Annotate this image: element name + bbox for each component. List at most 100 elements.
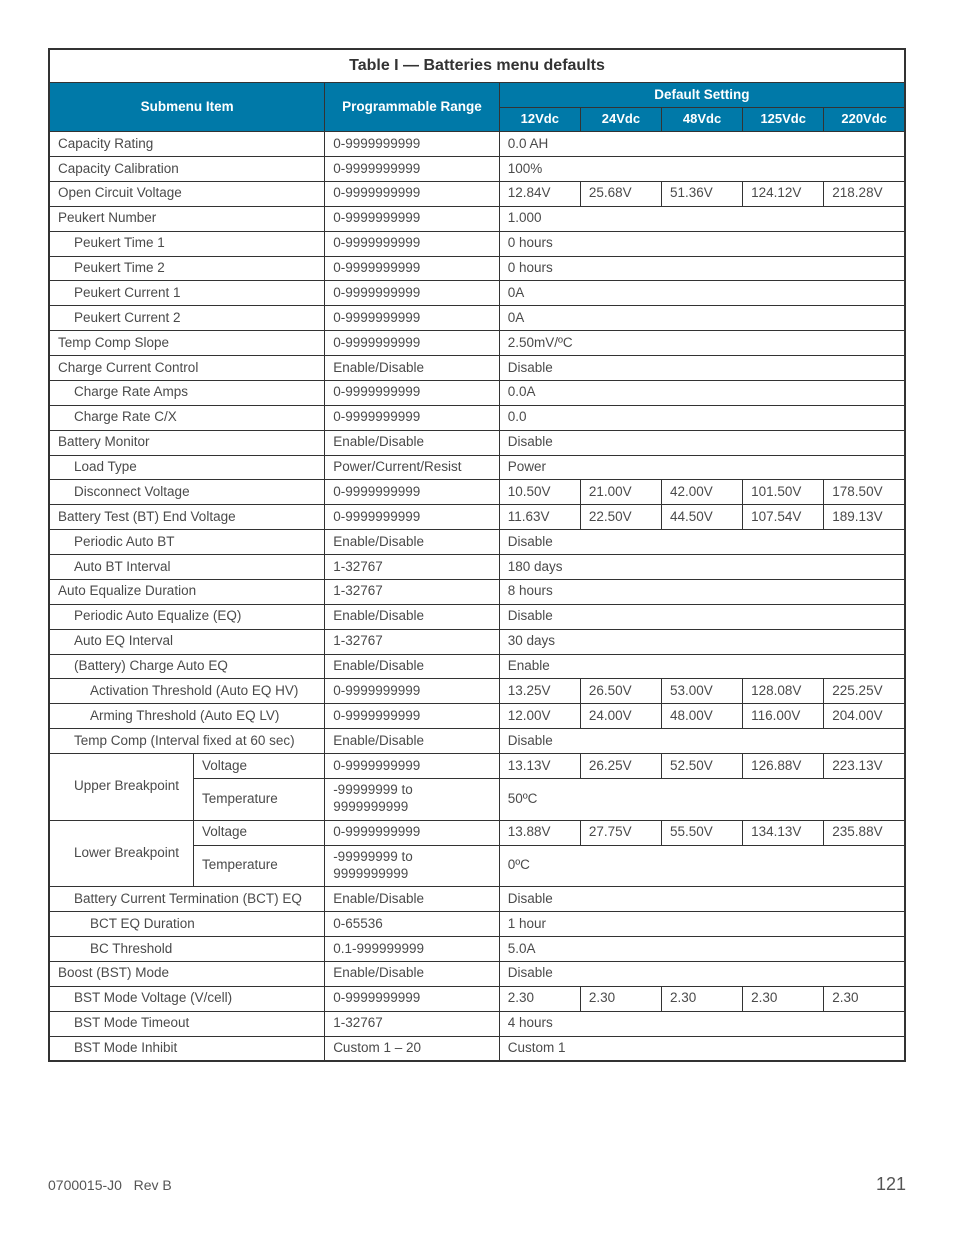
default-value: 26.50V <box>580 679 661 704</box>
header-range: Programmable Range <box>325 83 500 132</box>
table-row: Capacity Calibration0-9999999999100% <box>49 157 905 182</box>
header-220vdc: 220Vdc <box>824 107 905 131</box>
default-value: 223.13V <box>824 754 905 779</box>
submenu-item-label: Charge Rate Amps <box>49 380 325 405</box>
programmable-range: 0-9999999999 <box>325 754 500 779</box>
programmable-range: 0-9999999999 <box>325 157 500 182</box>
default-value: Disable <box>499 961 905 986</box>
default-value: 5.0A <box>499 937 905 962</box>
default-value: 2.50mV/ºC <box>499 331 905 356</box>
default-value: 100% <box>499 157 905 182</box>
submenu-item-label: Battery Monitor <box>49 430 325 455</box>
programmable-range: Enable/Disable <box>325 604 500 629</box>
programmable-range: 0-9999999999 <box>325 181 500 206</box>
default-value: 107.54V <box>743 505 824 530</box>
submenu-item-label: BST Mode Inhibit <box>49 1036 325 1061</box>
table-row: Auto BT Interval1-32767180 days <box>49 555 905 580</box>
submenu-item-label: Disconnect Voltage <box>49 480 325 505</box>
programmable-range: 1-32767 <box>325 579 500 604</box>
default-value: 10.50V <box>499 480 580 505</box>
rev: Rev B <box>134 1177 172 1193</box>
header-125vdc: 125Vdc <box>743 107 824 131</box>
default-value: 25.68V <box>580 181 661 206</box>
table-row: Auto EQ Interval1-3276730 days <box>49 629 905 654</box>
programmable-range: Enable/Disable <box>325 961 500 986</box>
table-row: Open Circuit Voltage0-999999999912.84V25… <box>49 181 905 206</box>
default-value: 1 hour <box>499 912 905 937</box>
default-value: 0.0A <box>499 380 905 405</box>
default-value: 0A <box>499 306 905 331</box>
default-value: 52.50V <box>662 754 743 779</box>
table-row: Charge Rate C/X0-99999999990.0 <box>49 405 905 430</box>
default-value: 0.0 <box>499 405 905 430</box>
default-value: Custom 1 <box>499 1036 905 1061</box>
header-default: Default Setting <box>499 83 905 108</box>
table-row: Charge Rate Amps0-99999999990.0A <box>49 380 905 405</box>
submenu-item-label: BC Threshold <box>49 937 325 962</box>
default-value: 24.00V <box>580 704 661 729</box>
table-row: Battery MonitorEnable/DisableDisable <box>49 430 905 455</box>
submenu-item-label: Temp Comp Slope <box>49 331 325 356</box>
programmable-range: Power/Current/Resist <box>325 455 500 480</box>
default-value: 124.12V <box>743 181 824 206</box>
default-value: 26.25V <box>580 754 661 779</box>
default-value: 13.13V <box>499 754 580 779</box>
default-value: Enable <box>499 654 905 679</box>
default-value: 30 days <box>499 629 905 654</box>
submenu-item-label: Battery Current Termination (BCT) EQ <box>49 887 325 912</box>
default-value: 13.25V <box>499 679 580 704</box>
table-row: Peukert Time 20-99999999990 hours <box>49 256 905 281</box>
submenu-item-label: Capacity Calibration <box>49 157 325 182</box>
table-row: Peukert Current 20-99999999990A <box>49 306 905 331</box>
default-value: 0A <box>499 281 905 306</box>
default-value: 12.84V <box>499 181 580 206</box>
header-submenu: Submenu Item <box>49 83 325 132</box>
default-value: Disable <box>499 604 905 629</box>
submenu-item-label: Peukert Time 2 <box>49 256 325 281</box>
programmable-range: 0-9999999999 <box>325 380 500 405</box>
programmable-range: Enable/Disable <box>325 729 500 754</box>
programmable-range: Enable/Disable <box>325 356 500 381</box>
breakpoint-group-label: Upper Breakpoint <box>49 754 194 821</box>
programmable-range: 0-9999999999 <box>325 206 500 231</box>
default-value: 218.28V <box>824 181 905 206</box>
default-value: Disable <box>499 530 905 555</box>
submenu-item-label: Boost (BST) Mode <box>49 961 325 986</box>
programmable-range: Enable/Disable <box>325 654 500 679</box>
page-footer: 0700015-J0 Rev B 121 <box>48 1174 906 1195</box>
default-value: 235.88V <box>824 820 905 845</box>
header-row-1: Submenu Item Programmable Range Default … <box>49 83 905 108</box>
default-value: 53.00V <box>662 679 743 704</box>
programmable-range: 1-32767 <box>325 629 500 654</box>
programmable-range: Enable/Disable <box>325 887 500 912</box>
header-48vdc: 48Vdc <box>662 107 743 131</box>
breakpoint-sub-label: Temperature <box>194 778 325 820</box>
submenu-item-label: Peukert Current 2 <box>49 306 325 331</box>
programmable-range: 0-9999999999 <box>325 986 500 1011</box>
default-value: 44.50V <box>662 505 743 530</box>
default-value: 101.50V <box>743 480 824 505</box>
table-row: Capacity Rating0-99999999990.0 AH <box>49 132 905 157</box>
table-row: Charge Current ControlEnable/DisableDisa… <box>49 356 905 381</box>
table-row: BST Mode InhibitCustom 1 – 20Custom 1 <box>49 1036 905 1061</box>
default-value: 116.00V <box>743 704 824 729</box>
table-row: Activation Threshold (Auto EQ HV)0-99999… <box>49 679 905 704</box>
default-value: 0 hours <box>499 256 905 281</box>
submenu-item-label: Arming Threshold (Auto EQ LV) <box>49 704 325 729</box>
default-value: 8 hours <box>499 579 905 604</box>
submenu-item-label: Auto EQ Interval <box>49 629 325 654</box>
default-value: 2.30 <box>743 986 824 1011</box>
programmable-range: 0-9999999999 <box>325 480 500 505</box>
programmable-range: 0-9999999999 <box>325 256 500 281</box>
default-value: 21.00V <box>580 480 661 505</box>
default-value: 22.50V <box>580 505 661 530</box>
batteries-defaults-table: Table I — Batteries menu defaults Submen… <box>48 48 906 1062</box>
table-row: Temp Comp Slope0-99999999992.50mV/ºC <box>49 331 905 356</box>
submenu-item-label: Battery Test (BT) End Voltage <box>49 505 325 530</box>
programmable-range: 0-9999999999 <box>325 331 500 356</box>
default-value: 128.08V <box>743 679 824 704</box>
breakpoint-sub-label: Voltage <box>194 820 325 845</box>
submenu-item-label: Load Type <box>49 455 325 480</box>
default-value: Disable <box>499 887 905 912</box>
programmable-range: 1-32767 <box>325 1011 500 1036</box>
